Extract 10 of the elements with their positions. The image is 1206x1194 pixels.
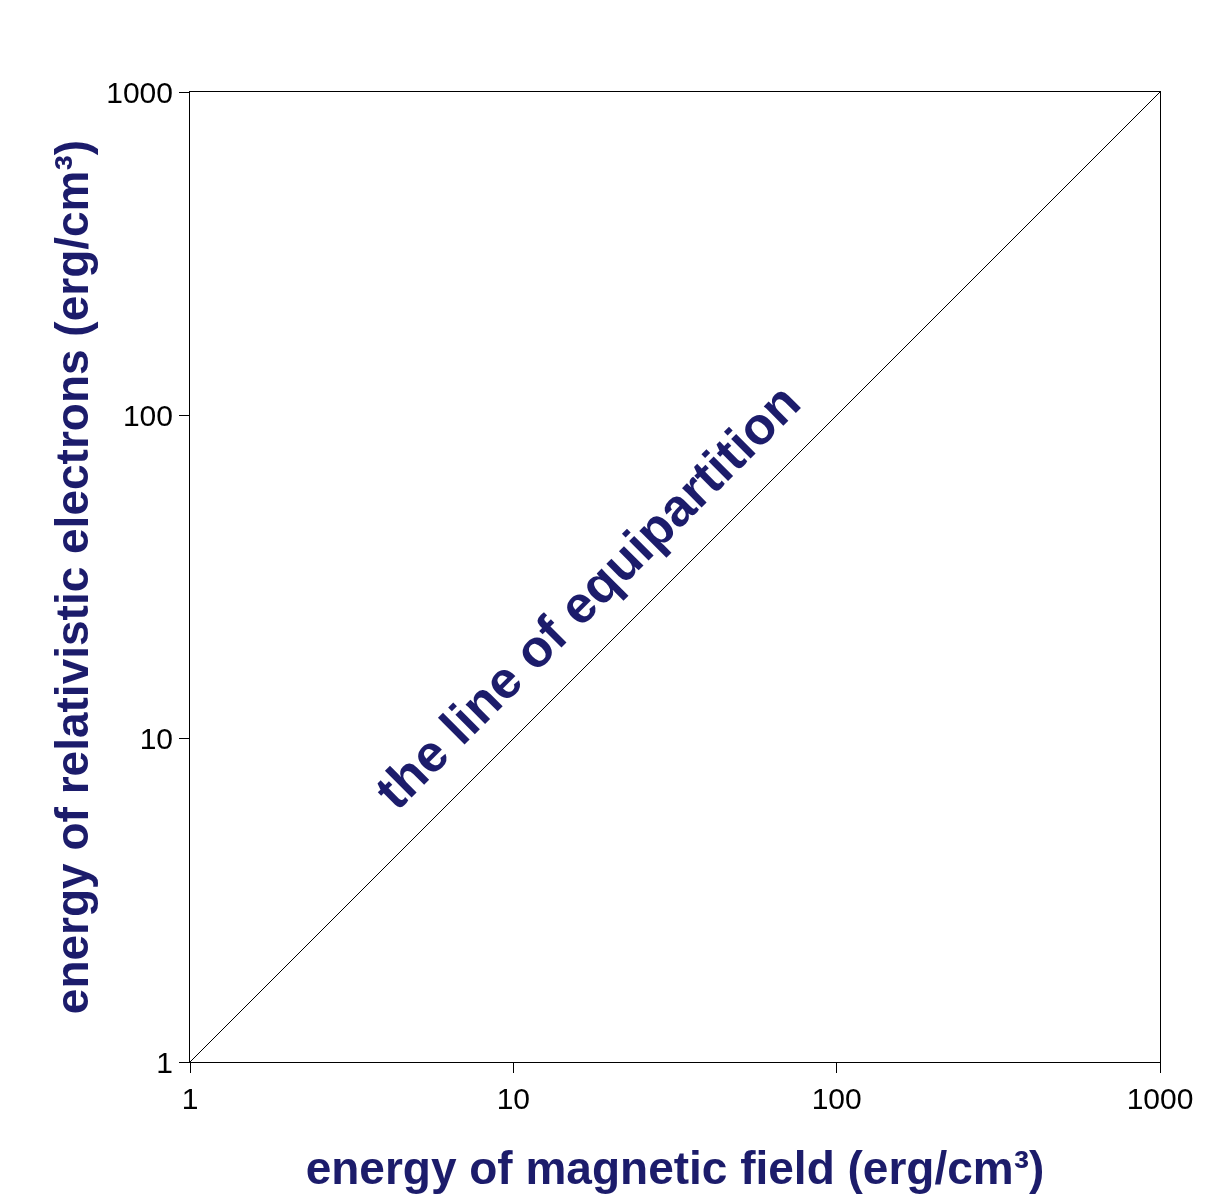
x-tick-label: 1000 [1126,1082,1194,1115]
y-tick-label: 1 [156,1045,173,1079]
x-tick-label: 1 [181,1082,199,1115]
x-axis-title: energy of magnetic field (erg/cm³) [305,1142,1045,1194]
y-tick-label: 1000 [106,75,173,109]
x-tick-label: 100 [811,1082,862,1115]
x-tick-label: 10 [496,1082,531,1115]
y-tick-label: 10 [139,722,173,756]
y-axis-title: energy of relativistic electrons (erg/cm³) [46,139,98,1015]
y-tick-label: 100 [122,398,173,432]
